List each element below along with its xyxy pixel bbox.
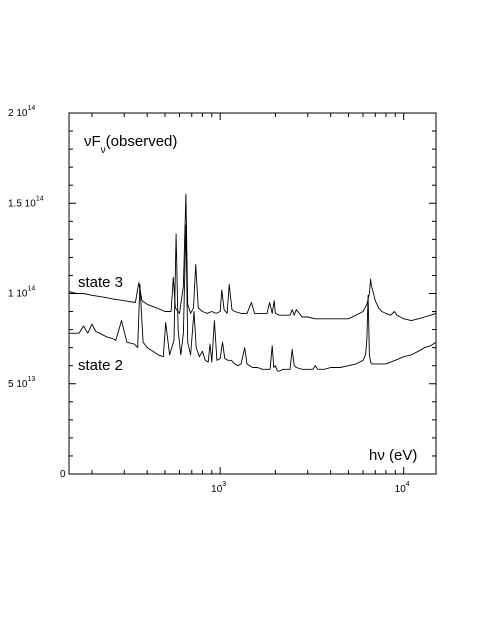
- y-tick-label-exp: 13: [27, 376, 35, 383]
- y-tick-label: 1 1014: [8, 286, 35, 300]
- y-tick-label-base: 0: [60, 469, 66, 480]
- x-tick-label: 104: [395, 481, 410, 495]
- y-tick-label: 0: [60, 469, 66, 480]
- series-label-state-3: state 3: [78, 274, 123, 291]
- x-tick-label-base: 10: [211, 484, 223, 495]
- series-layer: [68, 193, 437, 372]
- y-axis-label: νFν(observed): [84, 133, 177, 156]
- x-axis-label: hν (eV): [369, 447, 417, 464]
- y-tick-label-base: 2 10: [8, 108, 28, 119]
- series-line-state-2: [69, 224, 437, 372]
- plot-frame: [68, 112, 437, 475]
- series-line-state-3: [68, 193, 437, 322]
- y-tick-label-exp: 14: [27, 286, 35, 293]
- y-tick-label: 2 1014: [8, 105, 35, 119]
- series-label-state-2: state 2: [78, 357, 123, 374]
- y-tick-label-exp: 14: [36, 195, 44, 202]
- y-tick-label-base: 1.5 10: [8, 198, 36, 209]
- y-tick-label: 1.5 1014: [8, 195, 44, 209]
- x-tick-label-exp: 4: [406, 481, 410, 488]
- x-tick-label-exp: 3: [222, 481, 226, 488]
- x-tick-label: 103: [211, 481, 226, 495]
- y-tick-label-base: 1 10: [8, 289, 28, 300]
- y-tick-label: 5 1013: [8, 376, 35, 390]
- y-tick-label-exp: 14: [27, 105, 35, 112]
- y-tick-label-base: 5 10: [8, 379, 28, 390]
- x-tick-label-base: 10: [395, 484, 407, 495]
